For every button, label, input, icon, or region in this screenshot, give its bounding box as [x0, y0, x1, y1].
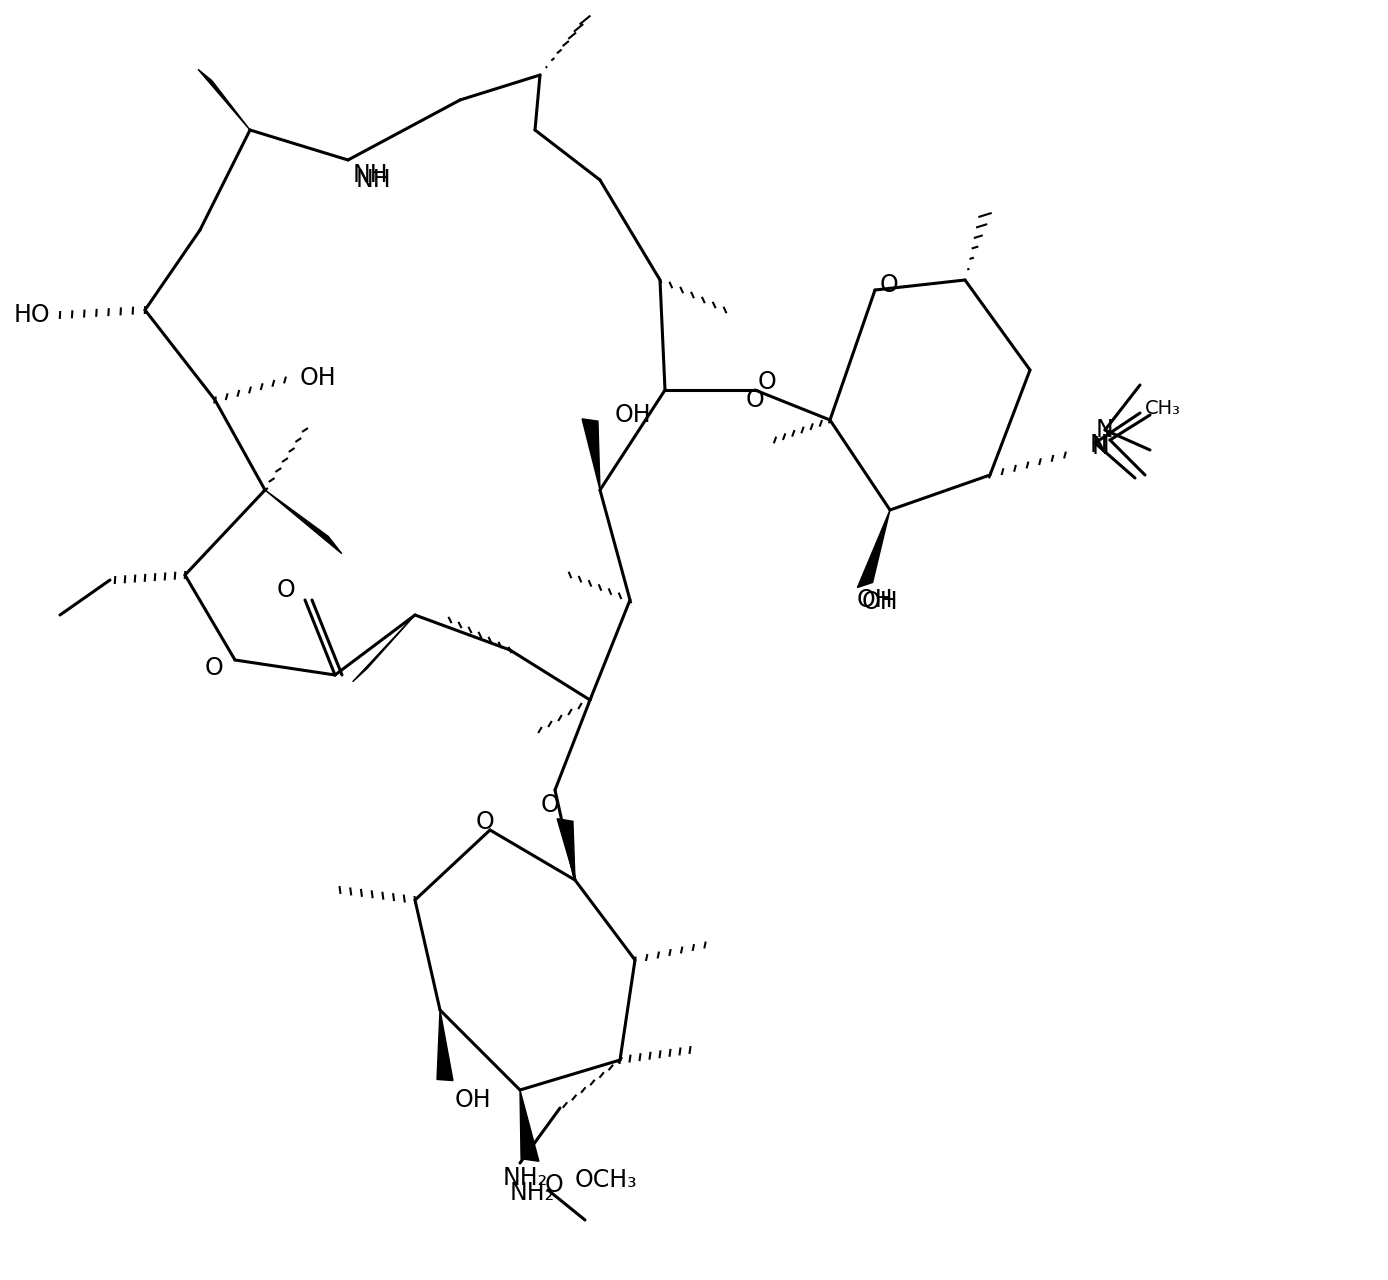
Text: N: N: [1092, 435, 1110, 460]
Text: N: N: [1090, 433, 1108, 457]
Text: HO: HO: [14, 303, 50, 326]
Text: O: O: [745, 388, 765, 412]
Text: O: O: [758, 370, 777, 394]
Text: NH₂: NH₂: [509, 1181, 555, 1204]
Text: OH: OH: [615, 403, 651, 428]
Text: O: O: [276, 579, 296, 602]
Text: O: O: [545, 1172, 564, 1197]
Text: OH: OH: [300, 366, 337, 390]
Text: O: O: [204, 657, 223, 680]
Text: CH₃: CH₃: [1145, 398, 1181, 417]
Polygon shape: [520, 1091, 539, 1161]
Text: OCH₃: OCH₃: [575, 1167, 637, 1192]
Text: O: O: [880, 273, 899, 297]
Text: NH: NH: [353, 163, 389, 187]
Polygon shape: [858, 509, 890, 588]
Text: OH: OH: [862, 590, 898, 614]
Polygon shape: [198, 69, 250, 131]
Polygon shape: [353, 614, 415, 682]
Polygon shape: [437, 1010, 452, 1080]
Text: O: O: [476, 810, 494, 835]
Polygon shape: [582, 419, 600, 490]
Text: NH₂: NH₂: [502, 1166, 547, 1190]
Text: O: O: [540, 794, 559, 817]
Text: N: N: [1097, 419, 1115, 442]
Text: NH: NH: [355, 168, 391, 192]
Polygon shape: [557, 819, 575, 881]
Text: OH: OH: [455, 1088, 491, 1112]
Text: OH: OH: [856, 588, 894, 612]
Polygon shape: [265, 490, 341, 554]
